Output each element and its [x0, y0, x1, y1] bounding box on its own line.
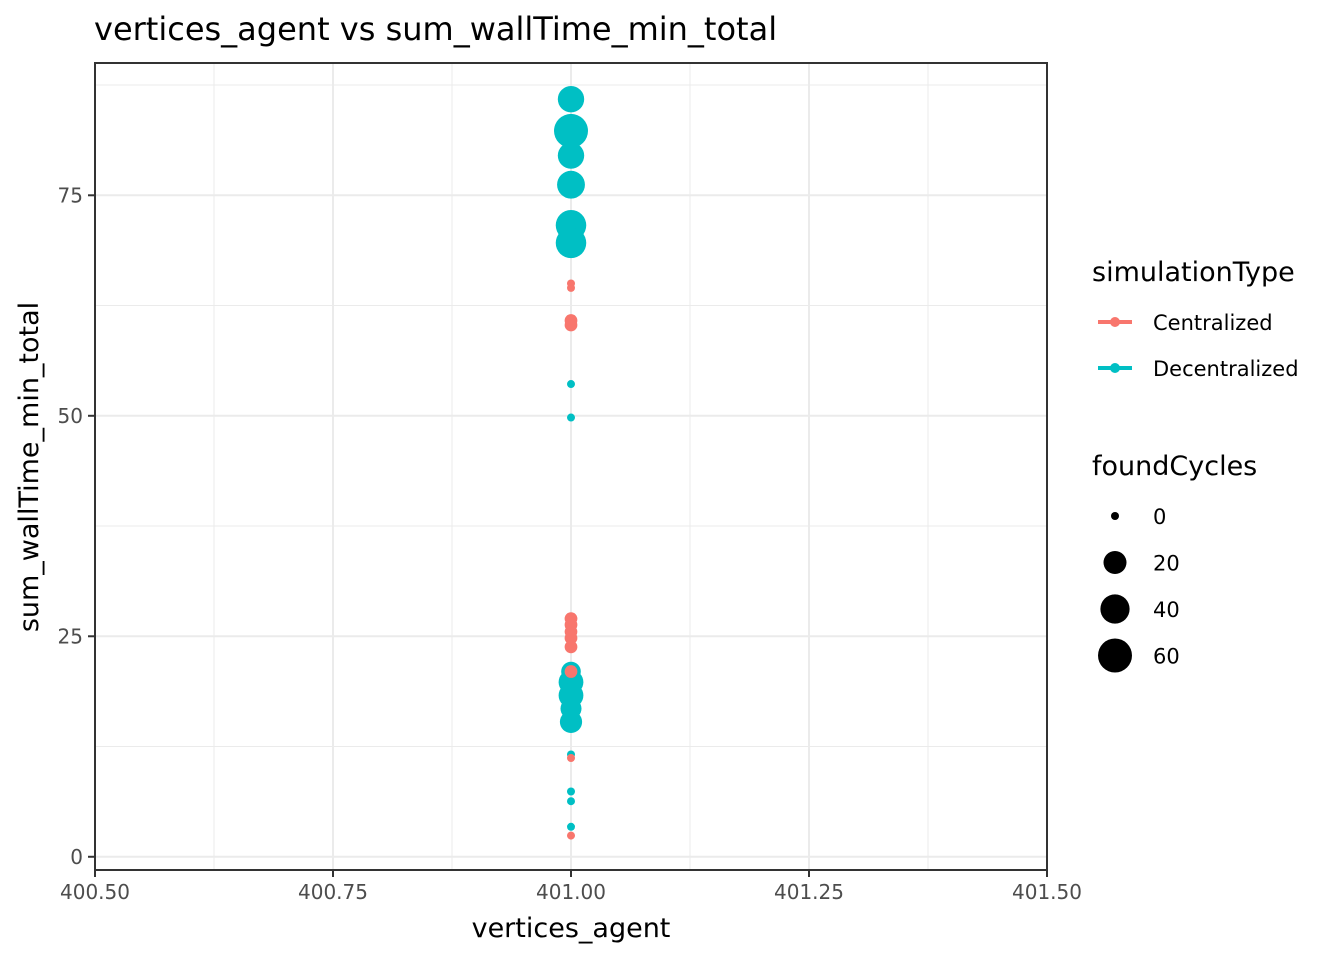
size-legend-key	[1100, 594, 1130, 624]
chart-title: vertices_agent vs sum_wallTime_min_total	[94, 10, 777, 48]
data-point-decentralized	[555, 227, 587, 259]
y-axis-title: sum_wallTime_min_total	[14, 302, 45, 632]
legend-found-cycles: foundCycles 0 20 40 60	[1092, 451, 1257, 673]
y-tick-label: 25	[58, 624, 83, 648]
data-point-decentralized	[567, 787, 575, 796]
data-point-decentralized	[567, 822, 575, 831]
legend-simulation-type: simulationType Centralized Decentralized	[1092, 257, 1299, 381]
data-point-centralized	[564, 631, 578, 645]
data-point-centralized	[567, 831, 575, 840]
data-point-decentralized	[557, 85, 585, 113]
data-point-centralized	[567, 753, 575, 762]
size-legend-label: 40	[1153, 598, 1180, 622]
size-legend-label: 60	[1153, 645, 1180, 669]
data-point-centralized	[564, 665, 578, 678]
size-legend-label: 20	[1153, 552, 1180, 576]
size-legend-keys: 0 20 40 60	[1098, 505, 1180, 673]
data-points	[554, 85, 588, 840]
data-point-decentralized	[567, 797, 575, 806]
data-point-decentralized	[559, 710, 583, 733]
legend-key-point-centralized	[1110, 317, 1120, 327]
size-legend-key	[1103, 550, 1127, 575]
data-point-decentralized	[567, 413, 575, 422]
legend-label-centralized: Centralized	[1153, 311, 1273, 335]
data-point-decentralized	[554, 113, 588, 148]
legend-item-centralized: Centralized	[1098, 311, 1273, 335]
legend-label-decentralized: Decentralized	[1153, 357, 1299, 381]
x-axis-title: vertices_agent	[472, 913, 671, 944]
x-tick-label: 401.00	[536, 880, 606, 904]
y-tick-label: 0	[70, 845, 83, 869]
x-axis-ticks: 400.50 400.75 401.00 401.25 401.50	[60, 870, 1082, 904]
x-tick-label: 401.50	[1012, 880, 1082, 904]
x-tick-label: 400.75	[298, 880, 368, 904]
y-tick-label: 75	[58, 183, 83, 207]
data-point-centralized	[567, 279, 575, 288]
x-tick-label: 401.25	[774, 880, 844, 904]
legend-key-point-decentralized	[1110, 363, 1120, 373]
y-axis-ticks: 0 25 50 75	[58, 183, 95, 869]
legend-title-simulation-type: simulationType	[1092, 257, 1295, 288]
data-point-centralized	[564, 640, 578, 654]
data-point-decentralized	[557, 170, 585, 199]
data-point-decentralized	[567, 380, 575, 389]
size-legend-key	[1098, 638, 1132, 673]
legend-item-decentralized: Decentralized	[1098, 357, 1299, 381]
x-tick-label: 400.50	[60, 880, 130, 904]
size-legend-key	[1111, 512, 1119, 520]
legend-title-found-cycles: foundCycles	[1092, 451, 1257, 482]
data-point-decentralized	[557, 142, 585, 169]
size-legend-label: 0	[1153, 505, 1166, 529]
data-point-centralized	[564, 314, 578, 327]
y-tick-label: 50	[58, 404, 83, 428]
